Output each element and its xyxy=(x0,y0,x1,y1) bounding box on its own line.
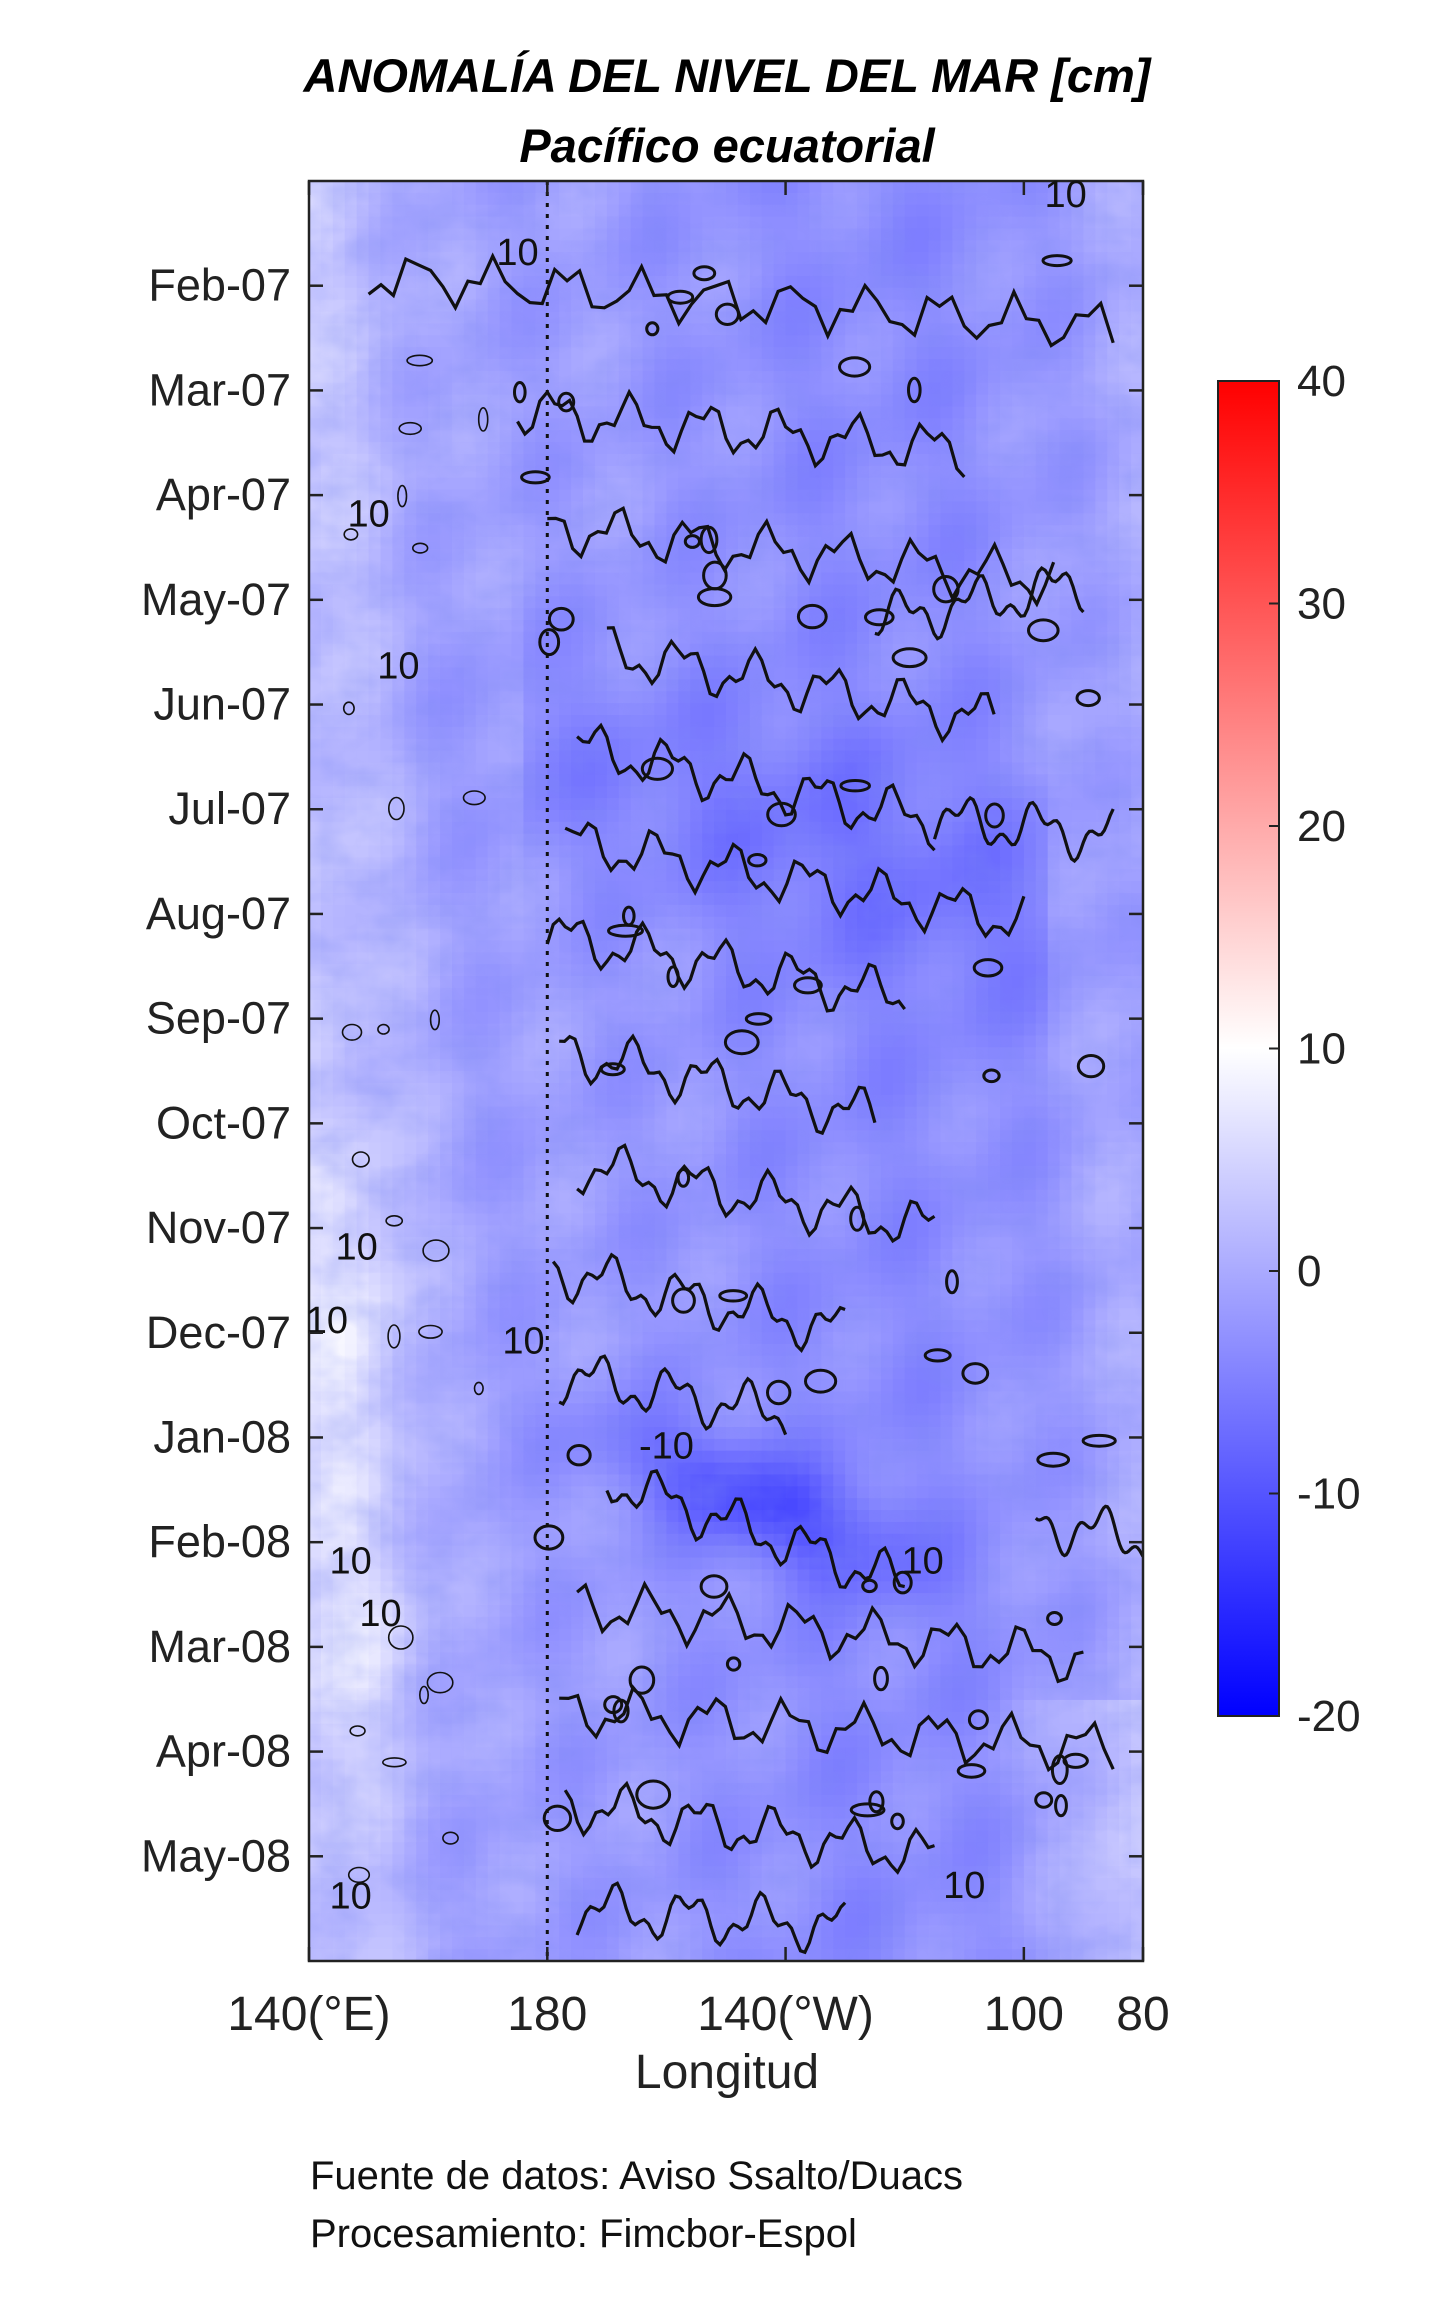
contour-label: 10 xyxy=(336,1227,378,1269)
contour-label: 10 xyxy=(1044,174,1086,216)
x-axis: 140(°E) 180 140(°W) 100 80 xyxy=(227,181,1170,2041)
x-axis-label: Longitud xyxy=(635,2046,819,2099)
y-tick-label: Jul-07 xyxy=(168,783,291,834)
contour-labels: -10 10 10 10 10 10 10 10 10 10 10 10 10 xyxy=(306,174,1087,1917)
y-tick-label: Mar-08 xyxy=(148,1621,291,1672)
y-tick-label: Apr-08 xyxy=(156,1726,291,1777)
data-source-note: Fuente de datos: Aviso Ssalto/Duacs xyxy=(310,2154,963,2198)
x-tick-label: 100 xyxy=(984,1988,1064,2041)
contour-label: 10 xyxy=(502,1321,544,1363)
y-tick-label: Jun-07 xyxy=(153,679,291,730)
y-tick-label: Feb-07 xyxy=(148,260,291,311)
contour-label: 10 xyxy=(901,1541,943,1583)
y-tick-label: Mar-07 xyxy=(148,364,291,415)
contour-label: -10 xyxy=(639,1425,694,1467)
x-tick-label: 140(°E) xyxy=(227,1988,390,2041)
contour-label: 10 xyxy=(496,232,538,274)
chart-subtitle: Pacífico ecuatorial xyxy=(519,119,935,172)
y-axis: Feb-07 Mar-07 Apr-07 May-07 Jun-07 Jul-07 Aug-… xyxy=(141,260,1143,1881)
y-tick-label: Apr-07 xyxy=(156,469,291,520)
colorbar-tick-label: -20 xyxy=(1297,1692,1361,1741)
y-tick-label: May-08 xyxy=(141,1830,291,1881)
plot-frame xyxy=(307,179,1145,1963)
colorbar-tick-label: 0 xyxy=(1297,1247,1321,1296)
colorbar-tick-label: 40 xyxy=(1297,357,1346,406)
y-tick-label: Aug-07 xyxy=(146,888,291,939)
y-tick-label: May-07 xyxy=(141,574,291,625)
colorbar-ticks: -20 -10 0 10 20 30 40 xyxy=(1269,357,1361,1741)
contour-label: 10 xyxy=(347,494,389,536)
anomaly-field xyxy=(309,181,1143,1961)
colorbar-gradient xyxy=(1217,380,1280,1717)
y-tick-label: Jan-08 xyxy=(153,1411,291,1462)
x-tick-label: 140(°W) xyxy=(697,1988,874,2041)
x-tick-label: 180 xyxy=(507,1988,587,2041)
contour-label: 10 xyxy=(306,1300,348,1342)
contour-label: 10 xyxy=(330,1541,372,1583)
processing-note: Procesamiento: Fimcbor-Espol xyxy=(310,2212,857,2256)
contour-lines xyxy=(341,252,1143,1955)
contour-label: 10 xyxy=(359,1593,401,1635)
colorbar: -20 -10 0 10 20 30 40 xyxy=(1217,357,1361,1741)
y-tick-label: Sep-07 xyxy=(146,993,291,1044)
colorbar-tick-label: 30 xyxy=(1297,580,1346,629)
plot-area xyxy=(309,181,1143,1961)
y-tick-label: Dec-07 xyxy=(146,1307,291,1358)
contour-label: 10 xyxy=(377,645,419,687)
colorbar-tick-label: 20 xyxy=(1297,802,1346,851)
contour-label: 10 xyxy=(943,1865,985,1907)
colorbar-tick-label: 10 xyxy=(1297,1025,1346,1074)
y-tick-label: Oct-07 xyxy=(156,1097,291,1148)
y-tick-label: Feb-08 xyxy=(148,1516,291,1567)
chart-title: ANOMALÍA DEL NIVEL DEL MAR [cm] xyxy=(303,49,1152,102)
contour-label: 10 xyxy=(330,1876,372,1918)
y-tick-label: Nov-07 xyxy=(146,1202,291,1253)
colorbar-tick-label: -10 xyxy=(1297,1470,1361,1519)
x-tick-label: 80 xyxy=(1116,1988,1169,2041)
